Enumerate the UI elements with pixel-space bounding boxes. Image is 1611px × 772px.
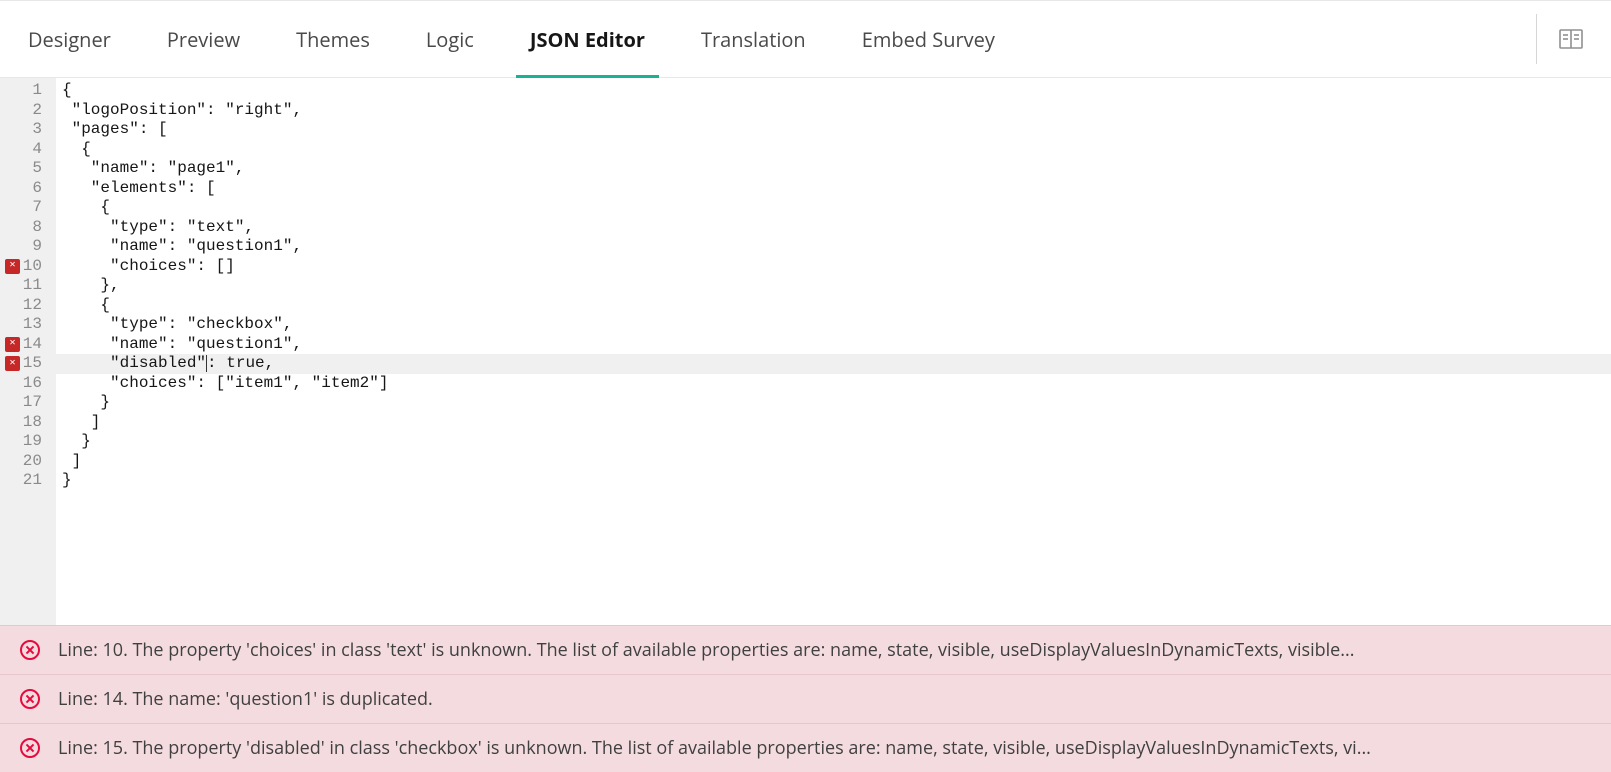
error-text: Line: 10. The property 'choices' in clas… — [58, 638, 1354, 662]
code-line[interactable]: { — [62, 140, 1611, 160]
topbar: Designer Preview Themes Logic JSON Editor Tra… — [0, 0, 1611, 78]
code-line[interactable]: "disabled": true, — [56, 354, 1611, 374]
code-line[interactable]: "name": "page1", — [62, 159, 1611, 179]
gutter-line: 12 — [0, 296, 56, 316]
error-text: Line: 15. The property 'disabled' in cla… — [58, 736, 1371, 760]
code-line[interactable]: "name": "question1", — [62, 237, 1611, 257]
code-line[interactable]: }, — [62, 276, 1611, 296]
tabs: Designer Preview Themes Logic JSON Editor Tra… — [28, 1, 995, 77]
code-content[interactable]: { "logoPosition": "right", "pages": [ { … — [56, 78, 1611, 625]
gutter-line: 17 — [0, 393, 56, 413]
error-text: Line: 14. The name: 'question1' is dupli… — [58, 687, 433, 711]
gutter-line: 7 — [0, 198, 56, 218]
error-row[interactable]: Line: 15. The property 'disabled' in cla… — [0, 723, 1611, 772]
code-line[interactable]: } — [62, 471, 1611, 491]
code-line[interactable]: { — [62, 198, 1611, 218]
gutter-line: 13 — [0, 315, 56, 335]
code-line[interactable]: } — [62, 432, 1611, 452]
gutter-line-error: 10 — [0, 257, 56, 277]
code-line[interactable]: "choices": [] — [62, 257, 1611, 277]
gutter-line: 11 — [0, 276, 56, 296]
tab-preview[interactable]: Preview — [167, 1, 240, 77]
error-icon — [20, 738, 40, 758]
code-line[interactable]: "type": "checkbox", — [62, 315, 1611, 335]
gutter-line-error: 14 — [0, 335, 56, 355]
tab-label: Translation — [701, 26, 806, 53]
book-icon[interactable] — [1559, 29, 1583, 49]
code-line[interactable]: "type": "text", — [62, 218, 1611, 238]
gutter-line: 19 — [0, 432, 56, 452]
code-line[interactable]: } — [62, 393, 1611, 413]
gutter-line: 2 — [0, 101, 56, 121]
vertical-divider — [1536, 14, 1537, 64]
gutter-line: 9 — [0, 237, 56, 257]
tab-themes[interactable]: Themes — [296, 1, 370, 77]
tab-label: Designer — [28, 26, 111, 53]
code-editor[interactable]: 123456789101112131415161718192021 { "log… — [0, 78, 1611, 625]
topbar-right — [1536, 1, 1583, 77]
gutter-line-error: 15 — [0, 354, 56, 374]
gutter-line: 18 — [0, 413, 56, 433]
gutter-line: 5 — [0, 159, 56, 179]
tab-translation[interactable]: Translation — [701, 1, 806, 77]
code-line[interactable]: { — [62, 81, 1611, 101]
error-icon — [20, 640, 40, 660]
code-line[interactable]: ] — [62, 452, 1611, 472]
tab-json-editor[interactable]: JSON Editor — [530, 1, 645, 77]
error-row[interactable]: Line: 14. The name: 'question1' is dupli… — [0, 674, 1611, 723]
tab-designer[interactable]: Designer — [28, 1, 111, 77]
tab-label: Logic — [426, 26, 474, 53]
error-panel: Line: 10. The property 'choices' in clas… — [0, 625, 1611, 772]
code-line[interactable]: ] — [62, 413, 1611, 433]
code-line[interactable]: "choices": ["item1", "item2"] — [62, 374, 1611, 394]
code-line[interactable]: "logoPosition": "right", — [62, 101, 1611, 121]
tab-label: JSON Editor — [530, 26, 645, 53]
tab-label: Themes — [296, 26, 370, 53]
tab-label: Preview — [167, 26, 240, 53]
tab-logic[interactable]: Logic — [426, 1, 474, 77]
line-number-gutter: 123456789101112131415161718192021 — [0, 78, 56, 625]
tab-label: Embed Survey — [862, 26, 995, 53]
gutter-line: 6 — [0, 179, 56, 199]
gutter-line: 21 — [0, 471, 56, 491]
gutter-line: 8 — [0, 218, 56, 238]
text-cursor — [206, 355, 207, 372]
error-row[interactable]: Line: 10. The property 'choices' in clas… — [0, 625, 1611, 674]
gutter-line: 3 — [0, 120, 56, 140]
gutter-line: 4 — [0, 140, 56, 160]
code-line[interactable]: { — [62, 296, 1611, 316]
error-icon — [20, 689, 40, 709]
gutter-line: 1 — [0, 81, 56, 101]
gutter-line: 20 — [0, 452, 56, 472]
code-line[interactable]: "name": "question1", — [62, 335, 1611, 355]
gutter-line: 16 — [0, 374, 56, 394]
code-line[interactable]: "elements": [ — [62, 179, 1611, 199]
tab-embed-survey[interactable]: Embed Survey — [862, 1, 995, 77]
code-line[interactable]: "pages": [ — [62, 120, 1611, 140]
